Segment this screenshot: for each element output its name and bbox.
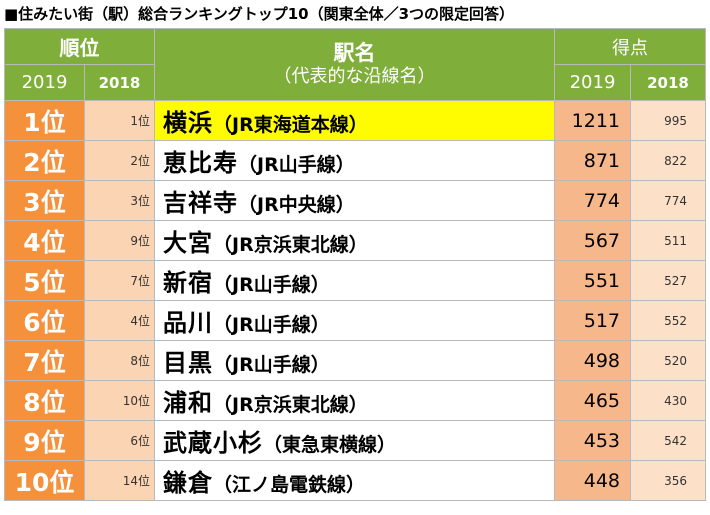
station-cell: 横浜（JR東海道本線）	[154, 100, 555, 141]
score-2018-cell: 552	[630, 300, 706, 341]
table-row: 4位 9位 大宮（JR京浜東北線） 567 511	[4, 220, 706, 261]
station-name-header-label: 駅名	[333, 40, 376, 65]
score-2018-cell: 511	[630, 220, 706, 261]
rank-2019-cell: 6位	[4, 300, 85, 341]
station-name: 浦和	[163, 389, 213, 417]
score-2018-cell: 356	[630, 460, 706, 501]
rank-year-2018: 2018	[84, 64, 155, 101]
station-name: 横浜	[163, 109, 213, 137]
station-line: （江ノ島電鉄線）	[213, 474, 366, 496]
score-2018-cell: 774	[630, 180, 706, 221]
score-2018-cell: 520	[630, 340, 706, 381]
score-year-2018: 2018	[630, 64, 706, 101]
table-row: 7位 8位 目黒（JR山手線） 498 520	[4, 340, 706, 381]
station-cell: 大宮（JR京浜東北線）	[154, 220, 555, 261]
station-line: （JR山手線）	[213, 354, 330, 376]
score-2019-cell: 1211	[554, 100, 631, 141]
rank-2018-cell: 10位	[84, 380, 155, 421]
score-2019-cell: 465	[554, 380, 631, 421]
station-line: （JR東海道本線）	[213, 114, 368, 136]
score-2019-cell: 774	[554, 180, 631, 221]
station-line: （JR山手線）	[213, 314, 330, 336]
score-2019-cell: 498	[554, 340, 631, 381]
station-name: 恵比寿	[163, 149, 238, 177]
rank-2019-cell: 5位	[4, 260, 85, 301]
station-cell: 吉祥寺（JR中央線）	[154, 180, 555, 221]
page-title: ■住みたい街（駅）総合ランキングトップ10（関東全体／3つの限定回答）	[4, 5, 515, 23]
header-row-top: 順位 駅名 （代表的な沿線名） 得点	[4, 28, 706, 101]
station-name: 大宮	[163, 229, 213, 257]
table-row: 5位 7位 新宿（JR山手線） 551 527	[4, 260, 706, 301]
rank-header: 順位	[4, 28, 155, 65]
rank-year-2019: 2019	[4, 64, 85, 101]
rank-2018-cell: 2位	[84, 140, 155, 181]
station-line: （東急東横線）	[263, 434, 397, 456]
station-line: （JR京浜東北線）	[213, 394, 368, 416]
score-2019-cell: 448	[554, 460, 631, 501]
rank-2018-cell: 7位	[84, 260, 155, 301]
score-2018-cell: 822	[630, 140, 706, 181]
station-name: 新宿	[163, 269, 213, 297]
rank-2018-cell: 14位	[84, 460, 155, 501]
score-2018-cell: 527	[630, 260, 706, 301]
score-2019-cell: 871	[554, 140, 631, 181]
rank-2018-cell: 3位	[84, 180, 155, 221]
rank-2018-cell: 8位	[84, 340, 155, 381]
station-name: 目黒	[163, 349, 213, 377]
score-2019-cell: 567	[554, 220, 631, 261]
table-row: 1位 1位 横浜（JR東海道本線） 1211 995	[4, 100, 706, 141]
station-name-header: 駅名 （代表的な沿線名）	[154, 28, 555, 101]
score-2019-cell: 453	[554, 420, 631, 461]
station-name: 吉祥寺	[163, 189, 238, 217]
station-line: （JR山手線）	[238, 154, 355, 176]
rank-2019-cell: 3位	[4, 180, 85, 221]
rank-2019-cell: 10位	[4, 460, 85, 501]
rank-2019-cell: 4位	[4, 220, 85, 261]
rank-2018-cell: 6位	[84, 420, 155, 461]
ranking-table: 順位 駅名 （代表的な沿線名） 得点 2019 2018 2019 2018 1…	[4, 28, 706, 501]
station-line: （JR山手線）	[213, 274, 330, 296]
score-2018-cell: 995	[630, 100, 706, 141]
station-cell: 新宿（JR山手線）	[154, 260, 555, 301]
station-cell: 恵比寿（JR山手線）	[154, 140, 555, 181]
score-year-2019: 2019	[554, 64, 631, 101]
rank-2019-cell: 1位	[4, 100, 85, 141]
rank-2019-cell: 8位	[4, 380, 85, 421]
rank-2018-cell: 1位	[84, 100, 155, 141]
station-name: 品川	[163, 309, 213, 337]
table-row: 8位 10位 浦和（JR京浜東北線） 465 430	[4, 380, 706, 421]
header-row-years: 2019 2018 2019 2018	[4, 64, 706, 101]
station-cell: 武蔵小杉（東急東横線）	[154, 420, 555, 461]
score-2018-cell: 542	[630, 420, 706, 461]
rank-2019-cell: 9位	[4, 420, 85, 461]
station-name: 鎌倉	[163, 469, 213, 497]
rank-2019-cell: 7位	[4, 340, 85, 381]
rank-2018-cell: 4位	[84, 300, 155, 341]
score-2019-cell: 517	[554, 300, 631, 341]
station-cell: 目黒（JR山手線）	[154, 340, 555, 381]
table-row: 9位 6位 武蔵小杉（東急東横線） 453 542	[4, 420, 706, 461]
score-2019-cell: 551	[554, 260, 631, 301]
station-cell: 鎌倉（江ノ島電鉄線）	[154, 460, 555, 501]
table-row: 2位 2位 恵比寿（JR山手線） 871 822	[4, 140, 706, 181]
table-row: 10位 14位 鎌倉（江ノ島電鉄線） 448 356	[4, 460, 706, 501]
station-line: （JR中央線）	[238, 194, 355, 216]
table-row: 6位 4位 品川（JR山手線） 517 552	[4, 300, 706, 341]
station-name: 武蔵小杉	[163, 429, 263, 457]
rank-2018-cell: 9位	[84, 220, 155, 261]
score-header: 得点	[554, 28, 706, 65]
station-cell: 浦和（JR京浜東北線）	[154, 380, 555, 421]
station-line: （JR京浜東北線）	[213, 234, 368, 256]
station-name-header-sub: （代表的な沿線名）	[273, 65, 436, 87]
rank-2019-cell: 2位	[4, 140, 85, 181]
table-row: 3位 3位 吉祥寺（JR中央線） 774 774	[4, 180, 706, 221]
station-cell: 品川（JR山手線）	[154, 300, 555, 341]
score-2018-cell: 430	[630, 380, 706, 421]
